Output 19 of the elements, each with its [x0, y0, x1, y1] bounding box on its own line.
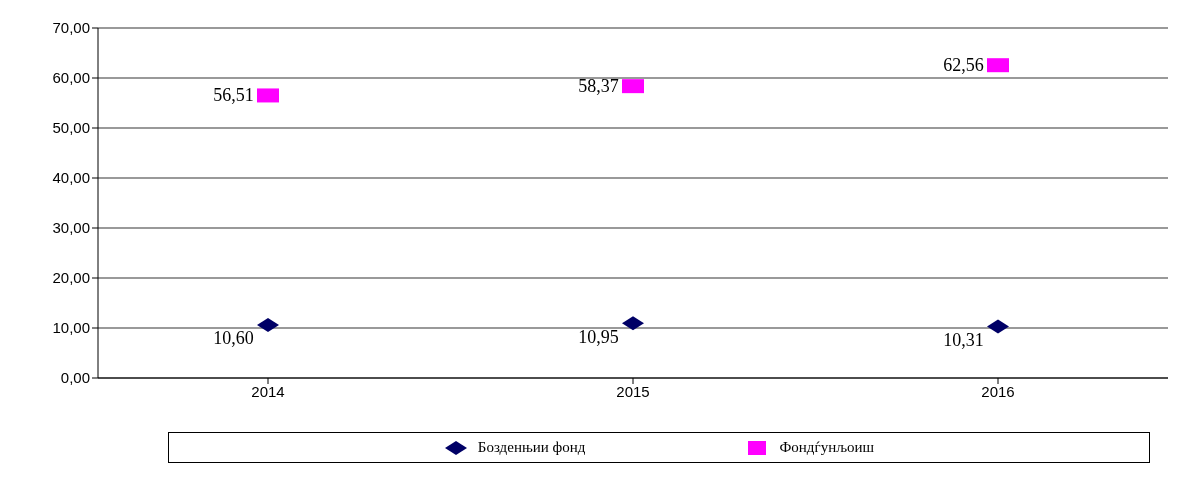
data-label: 58,37 [578, 75, 619, 96]
x-tick-label: 2014 [251, 382, 285, 400]
y-tick-label: 30,00 [52, 219, 90, 237]
y-tick-label: 40,00 [52, 169, 90, 187]
y-tick-label: 10,00 [52, 319, 90, 337]
data-label: 62,56 [943, 54, 984, 75]
data-label: 56,51 [213, 84, 254, 105]
x-tick-label: 2016 [981, 382, 1015, 400]
data-label: 10,60 [213, 328, 254, 349]
x-tick-label: 2015 [616, 382, 650, 400]
y-tick-label: 0,00 [60, 369, 90, 387]
data-label: 10,95 [578, 326, 619, 347]
legend-label: Фондѓунљоиш [779, 439, 875, 456]
y-tick-label: 50,00 [52, 119, 90, 137]
legend-label: Бозденњии фонд [477, 439, 586, 456]
y-tick-label: 20,00 [52, 269, 90, 287]
y-tick-label: 70,00 [52, 19, 90, 37]
data-label: 10,31 [943, 329, 984, 350]
y-tick-label: 60,00 [52, 69, 90, 87]
